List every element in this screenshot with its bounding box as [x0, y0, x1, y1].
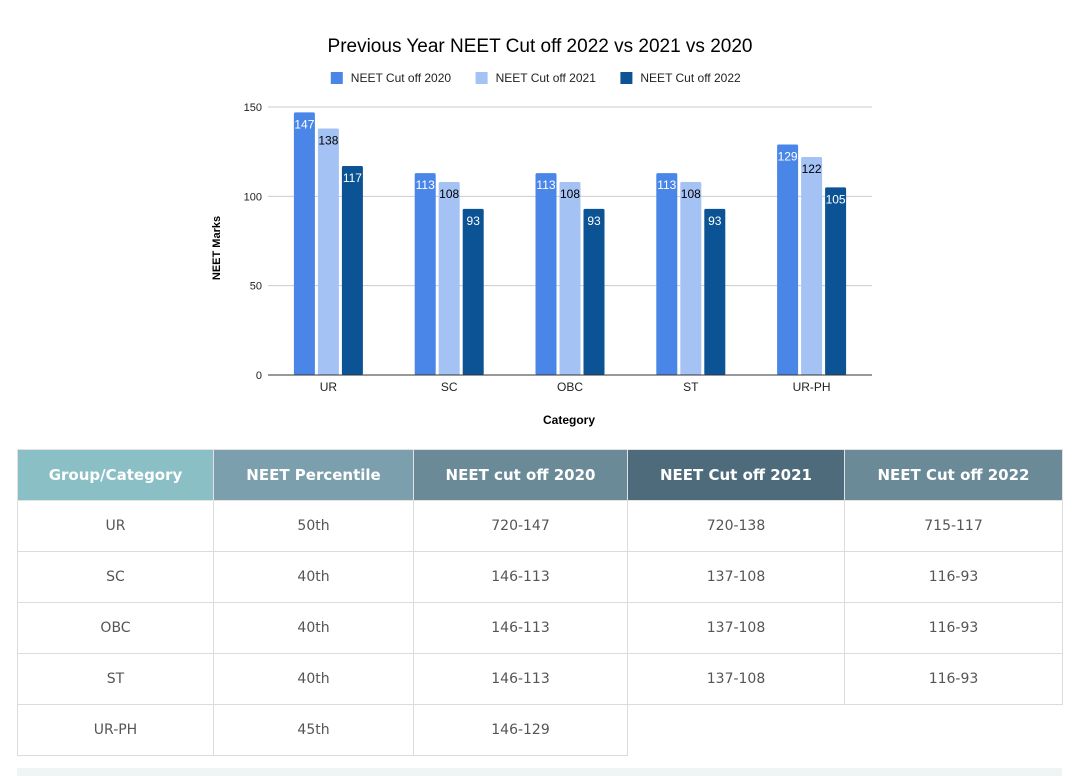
cell-percentile: 40th — [213, 551, 414, 603]
cell-cutoff-2022: 116-93 — [844, 551, 1063, 603]
cell-cutoff-2021: 720-138 — [627, 500, 845, 552]
y-tick-label: 0 — [256, 370, 262, 382]
header-cutoff-2021: NEET Cut off 2021 — [627, 449, 845, 501]
cell-category: UR — [17, 500, 214, 552]
x-axis-label: Category — [543, 413, 595, 427]
data-label: 113 — [416, 178, 435, 192]
x-tick-label: ST — [683, 380, 699, 394]
cell-empty — [628, 705, 845, 756]
cell-cutoff-2020: 720-147 — [413, 500, 628, 552]
chart-bars: 147 138 117 113 108 93 113 108 93 113 108 93 129 122 1… — [293, 112, 847, 376]
y-axis-ticks: 0 50 100 150 — [244, 102, 262, 382]
legend-swatch — [330, 72, 343, 84]
bar-chart: Previous Year NEET Cut off 2022 vs 2021 … — [211, 36, 872, 427]
header-neet-percentile: NEET Percentile — [213, 449, 414, 501]
bar — [801, 157, 823, 375]
bar — [704, 208, 726, 375]
header-group-category: Group/Category — [17, 449, 214, 501]
data-label: 113 — [536, 178, 555, 192]
bar — [341, 165, 363, 375]
data-label: 122 — [802, 162, 822, 176]
data-label: 117 — [343, 171, 362, 185]
x-axis-ticks: UR SC OBC ST UR-PH — [320, 380, 831, 394]
cell-cutoff-2020: 146-113 — [413, 602, 628, 654]
data-label: 108 — [681, 187, 701, 201]
bar — [414, 173, 436, 375]
data-label: 93 — [708, 214, 722, 228]
data-label: 105 — [826, 192, 846, 206]
x-tick-label: OBC — [557, 380, 583, 394]
bar — [293, 112, 315, 376]
data-label: 108 — [439, 187, 459, 201]
data-label: 138 — [318, 133, 338, 147]
legend-label: NEET Cut off 2022 — [640, 71, 741, 85]
cell-cutoff-2021: 137-108 — [627, 551, 845, 603]
data-label: 108 — [560, 187, 580, 201]
y-axis-label: NEET Marks — [211, 216, 223, 280]
cell-cutoff-2020: 146-113 — [413, 551, 628, 603]
cell-empty — [845, 705, 1063, 756]
cell-cutoff-2020: 146-113 — [413, 653, 628, 705]
table-row: SC 40th 146-113 137-108 116-93 — [17, 551, 1063, 603]
data-label: 113 — [657, 178, 676, 192]
cell-percentile: 40th — [213, 602, 414, 654]
footer-strip — [17, 768, 1062, 776]
table-header-row: Group/Category NEET Percentile NEET cut … — [17, 449, 1063, 501]
bar — [317, 128, 339, 375]
data-label: 93 — [467, 214, 481, 228]
data-label: 93 — [587, 214, 601, 228]
y-tick-label: 150 — [244, 102, 262, 114]
chart-title: Previous Year NEET Cut off 2022 vs 2021 … — [328, 36, 753, 57]
cell-category: SC — [17, 551, 214, 603]
table-row: OBC 40th 146-113 137-108 116-93 — [17, 602, 1063, 654]
cell-cutoff-2022: 116-93 — [844, 602, 1063, 654]
bar — [559, 182, 581, 375]
bar — [777, 144, 799, 375]
x-tick-label: UR-PH — [793, 380, 831, 394]
bar — [462, 208, 484, 375]
data-label: 147 — [294, 117, 314, 131]
header-cutoff-2020: NEET cut off 2020 — [413, 449, 628, 501]
bar — [680, 182, 702, 375]
legend-swatch — [620, 72, 633, 84]
cell-percentile: 45th — [213, 704, 414, 756]
header-cutoff-2022: NEET Cut off 2022 — [844, 449, 1063, 501]
legend-label: NEET Cut off 2020 — [351, 71, 452, 85]
data-label: 129 — [778, 150, 798, 164]
table-row: UR 50th 720-147 720-138 715-117 — [17, 500, 1063, 552]
bar — [535, 173, 557, 375]
cell-percentile: 40th — [213, 653, 414, 705]
cell-percentile: 50th — [213, 500, 414, 552]
table-row: ST 40th 146-113 137-108 116-93 — [17, 653, 1063, 705]
chart-legend: NEET Cut off 2020 NEET Cut off 2021 NEET C… — [330, 71, 741, 85]
legend-label: NEET Cut off 2021 — [496, 71, 597, 85]
bar — [656, 173, 678, 375]
y-tick-label: 100 — [244, 191, 262, 203]
cell-cutoff-2022: 715-117 — [844, 500, 1063, 552]
table-row: UR-PH 45th 146-129 — [17, 704, 1063, 756]
cell-category: OBC — [17, 602, 214, 654]
cell-cutoff-2020: 146-129 — [413, 704, 628, 756]
cell-cutoff-2021: 137-108 — [627, 653, 845, 705]
y-tick-label: 50 — [250, 281, 262, 293]
cell-category: ST — [17, 653, 214, 705]
bar — [825, 187, 847, 375]
cell-category: UR-PH — [17, 704, 214, 756]
bar — [438, 182, 460, 375]
cutoff-table: Group/Category NEET Percentile NEET cut … — [17, 449, 1063, 756]
bar — [583, 208, 605, 375]
cell-cutoff-2022: 116-93 — [844, 653, 1063, 705]
cell-cutoff-2021: 137-108 — [627, 602, 845, 654]
legend-swatch — [475, 72, 488, 84]
x-tick-label: UR — [320, 380, 338, 394]
x-tick-label: SC — [441, 380, 458, 394]
